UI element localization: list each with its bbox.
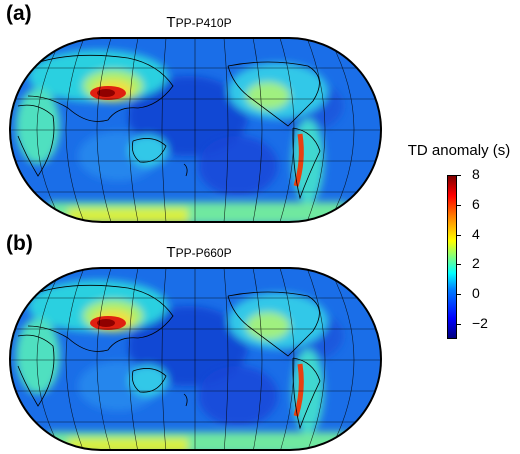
colorbar-tick-mark bbox=[457, 324, 461, 326]
panel-b-label: (b) bbox=[6, 232, 33, 255]
colorbar-tick-label: 0 bbox=[472, 285, 480, 302]
map-panel-a bbox=[9, 37, 382, 223]
panel-b-title: TPP-P660P bbox=[69, 244, 329, 261]
colorbar-tick-label: 8 bbox=[472, 166, 480, 182]
colorbar-tick-label: −2 bbox=[472, 315, 488, 332]
colorbar-tick-mark bbox=[457, 175, 461, 176]
colorbar-tick-label: 4 bbox=[472, 225, 480, 242]
panel-a-title-main: T bbox=[166, 14, 176, 31]
colorbar-tick-mark bbox=[457, 294, 461, 296]
colorbar-tick-label: 6 bbox=[472, 195, 480, 212]
colorbar-tick-mark bbox=[457, 204, 461, 206]
map-panel-b bbox=[9, 267, 382, 451]
colorbar-tick-mark bbox=[457, 234, 461, 236]
colorbar-tick-mark bbox=[457, 264, 461, 266]
colorbar-tick-label: 2 bbox=[472, 255, 480, 272]
panel-b-title-sub: PP-P660P bbox=[175, 246, 232, 260]
colorbar-title: TD anomaly (s) bbox=[407, 142, 511, 159]
panel-a-label: (a) bbox=[6, 2, 32, 25]
colorbar bbox=[447, 175, 457, 339]
panel-a-title-sub: PP-P410P bbox=[175, 16, 232, 30]
panel-a-title: TPP-P410P bbox=[69, 14, 329, 31]
panel-b-title-main: T bbox=[166, 244, 176, 261]
